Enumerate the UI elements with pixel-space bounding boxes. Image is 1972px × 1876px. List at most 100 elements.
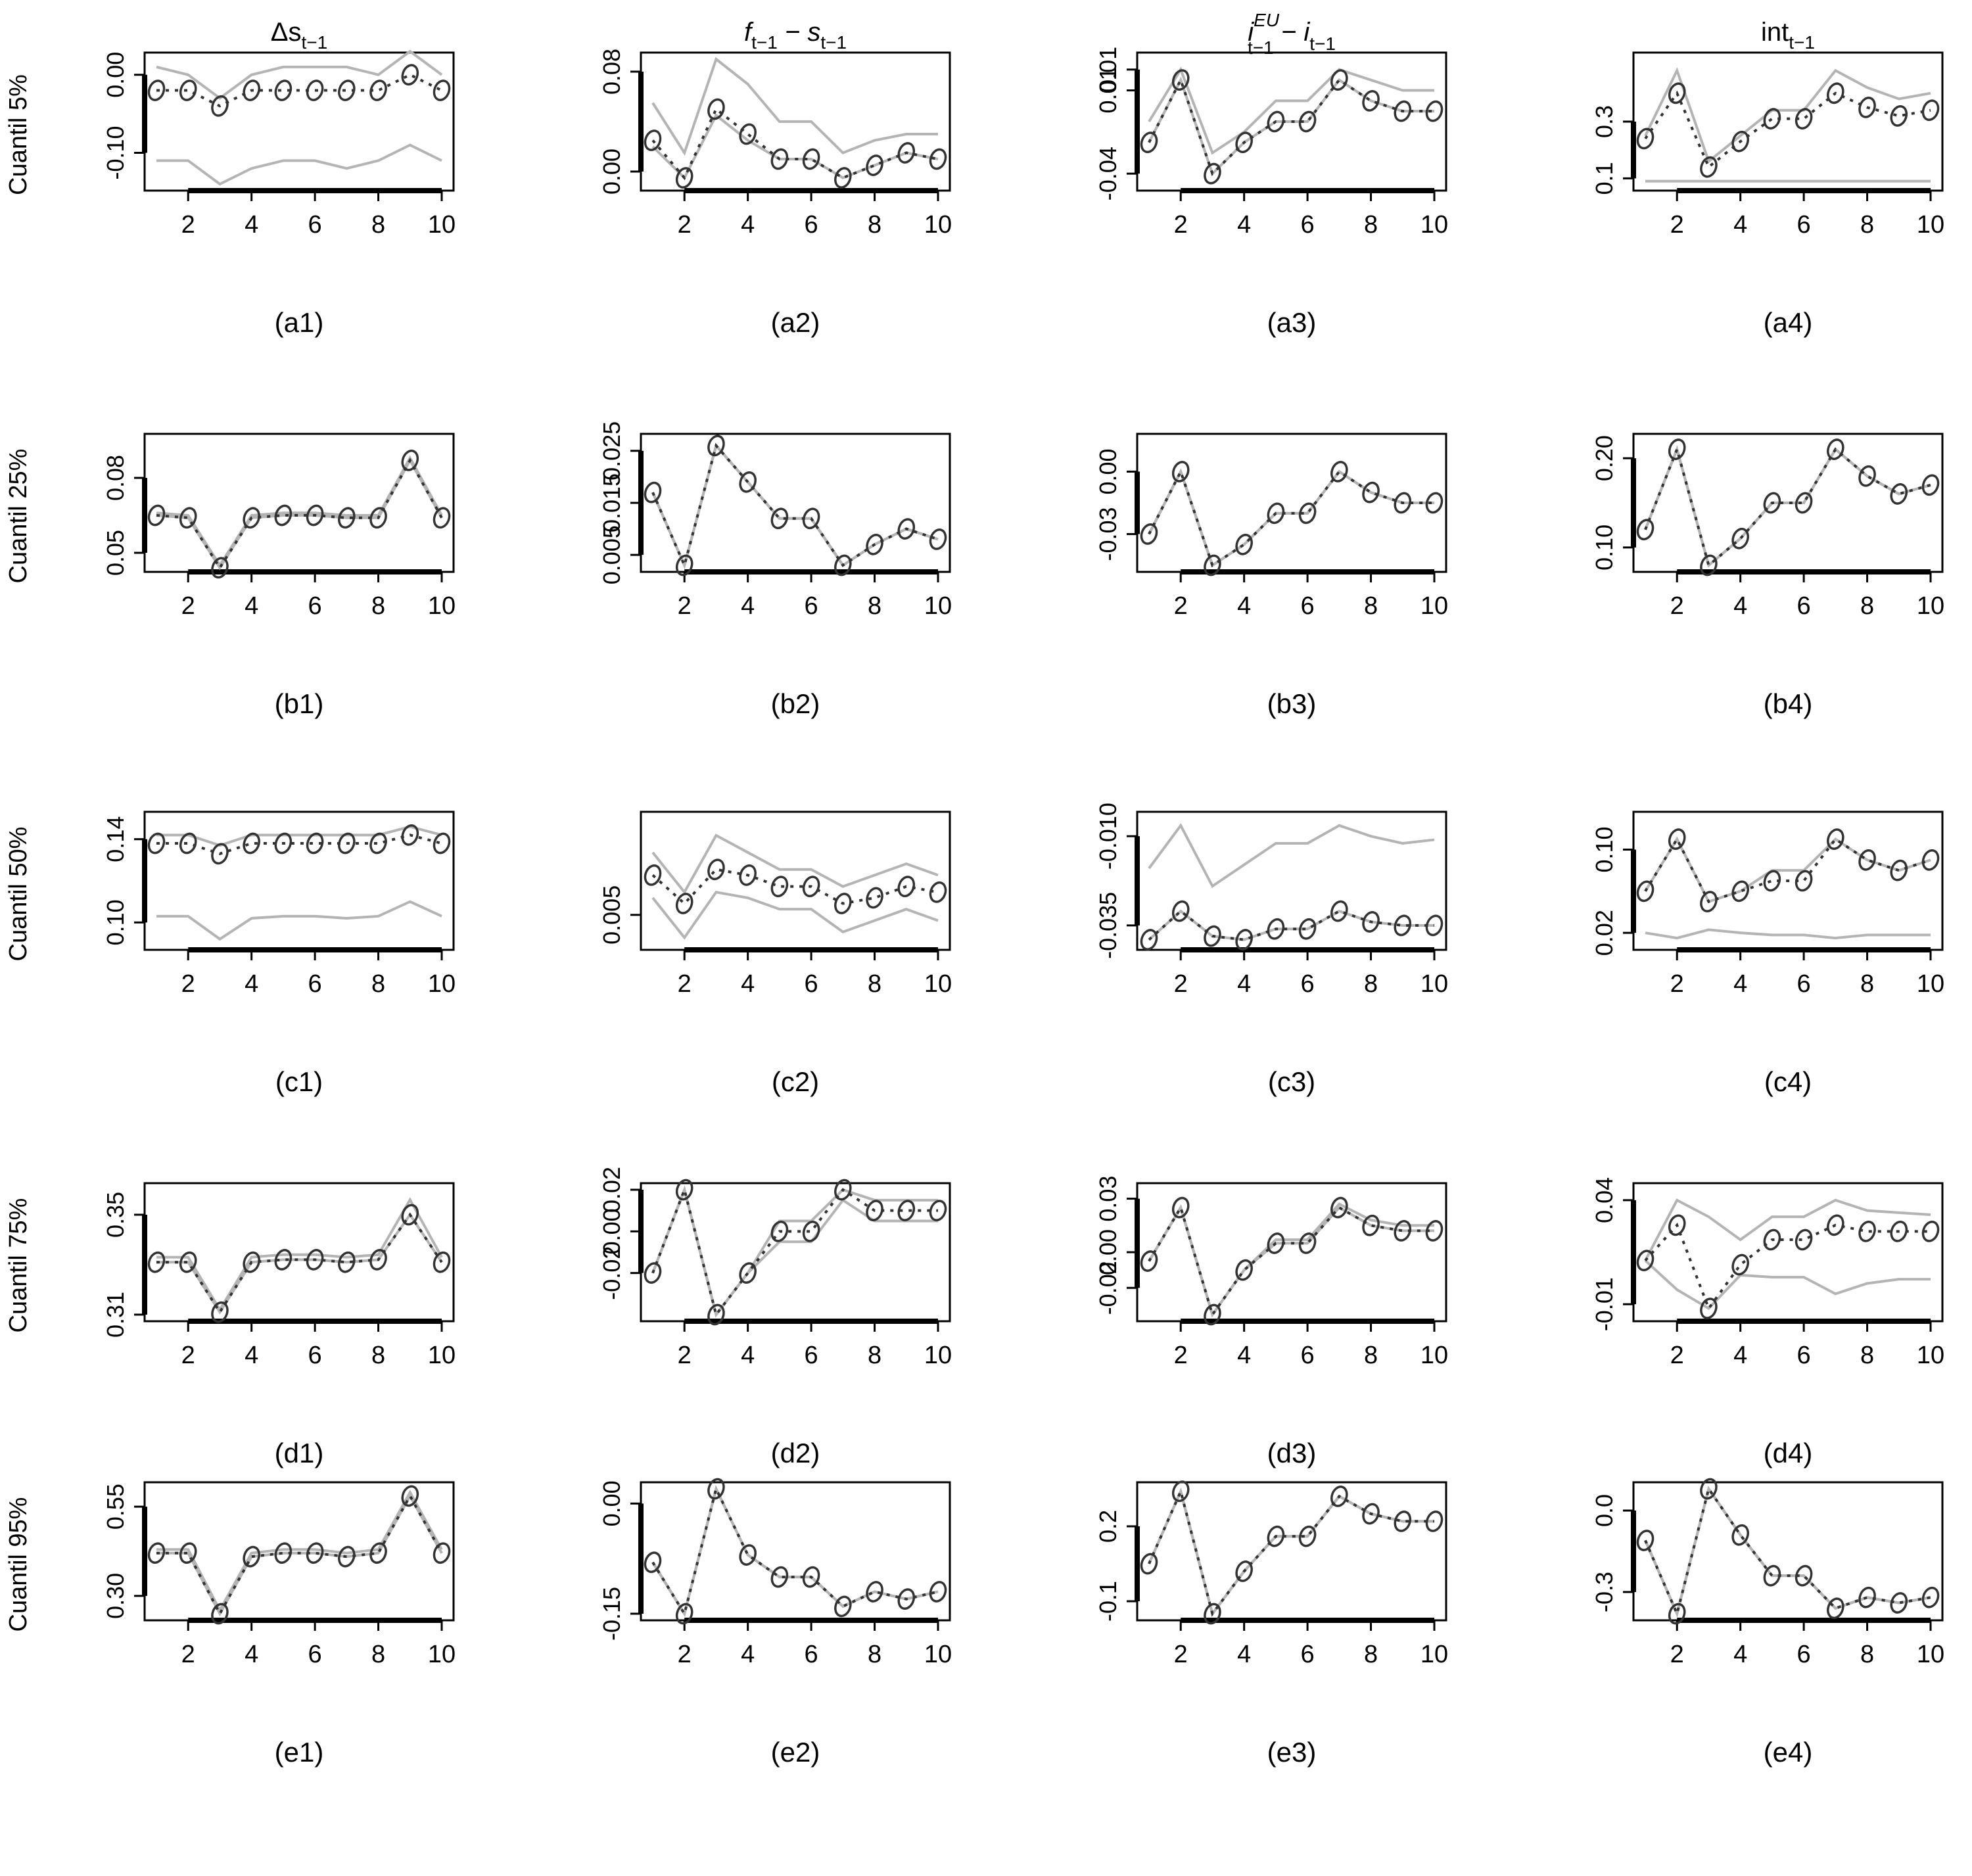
lower-band-line: [156, 143, 442, 186]
estimate-point: [1890, 105, 1908, 127]
lower-band-line: [1645, 928, 1931, 940]
x-tick-label: 4: [245, 1641, 258, 1668]
upper-band-line: [651, 833, 939, 895]
panel-a3: 2 4 6 8 10 -0.04 0.010.01 (a3): [1094, 47, 1448, 338]
y-tick-label: 0.015: [598, 473, 625, 532]
estimate-point: [929, 148, 947, 170]
estimate-point: [211, 843, 229, 865]
column-header-1: Δst−1: [271, 18, 327, 53]
estimate-point: [1827, 1214, 1844, 1236]
estimate-point: [1763, 1229, 1781, 1251]
x-tick-label: 8: [1860, 592, 1874, 620]
upper-band-line: [156, 49, 443, 100]
lower-band-line: [1644, 1486, 1931, 1618]
y-tick-label: 0.55: [102, 1484, 129, 1530]
y-tick-label: -0.03: [1094, 507, 1121, 561]
panel-e3: 2 4 6 8 10 -0.1 0.2 (e3): [1094, 1480, 1448, 1768]
lower-band-line: [1644, 1259, 1931, 1311]
estimate-point: [1731, 880, 1749, 903]
row-label-5: Cuantil 95%: [5, 1497, 32, 1632]
estimate-point: [338, 507, 356, 529]
estimate-point: [897, 142, 916, 164]
y-tick-label: 0.05: [102, 530, 129, 576]
y-tick-label: 0.2: [1094, 1510, 1121, 1543]
x-tick-label: 4: [245, 1342, 258, 1369]
x-tick-label: 4: [741, 1641, 755, 1668]
estimate-point: [1298, 1232, 1317, 1254]
y-tick-label: 0.14: [102, 816, 129, 862]
estimate-point: [1795, 1564, 1813, 1587]
estimate-point: [1636, 128, 1655, 150]
estimate-point: [707, 1303, 725, 1326]
estimate-point: [147, 80, 166, 101]
x-tick-label: 10: [1917, 1342, 1944, 1369]
estimate-point: [369, 80, 387, 101]
estimate-point: [369, 832, 387, 855]
x-tick-label: 2: [1670, 211, 1684, 239]
panel-label: (d1): [275, 1438, 324, 1468]
estimate-point: [675, 1603, 693, 1625]
row-labels: Cuantil 5% Cuantil 25% Cuantil 50% Cuantil …: [5, 74, 32, 1631]
estimate-line: [156, 1212, 443, 1315]
x-tick-label: 10: [1917, 211, 1944, 239]
x-tick-label: 4: [1733, 592, 1747, 620]
estimate-point: [1394, 1220, 1412, 1242]
estimate-point: [1171, 900, 1190, 922]
estimate-point: [929, 528, 947, 550]
y-tick-label: 0.00: [102, 52, 129, 98]
estimate-point: [1795, 1229, 1813, 1251]
x-tick-label: 6: [308, 592, 322, 620]
estimate-point: [802, 1566, 820, 1588]
upper-band-line: [651, 1485, 939, 1618]
y-tick-label: 0.005: [598, 525, 625, 584]
estimate-point: [274, 1249, 293, 1271]
upper-band-line: [156, 1489, 443, 1613]
panel-label: (e4): [1764, 1737, 1813, 1768]
x-tick-label: 2: [1670, 970, 1684, 998]
y-tick-label: 0.10: [102, 899, 129, 945]
estimate-point: [1171, 69, 1190, 91]
estimate-point: [1827, 82, 1844, 105]
x-tick-label: 6: [1301, 970, 1315, 998]
estimate-point: [1921, 99, 1940, 122]
x-tick-label: 8: [371, 970, 385, 998]
upper-band-line: [651, 1185, 938, 1318]
panel-label: (b4): [1764, 688, 1813, 719]
y-tick-label: 0.025: [598, 421, 625, 481]
estimate-point: [401, 1485, 419, 1507]
x-tick-label: 4: [741, 970, 755, 998]
plot-frame: [143, 810, 455, 951]
estimate-point: [802, 507, 820, 530]
estimate-point: [1140, 1250, 1158, 1272]
panel-label: (b1): [275, 688, 324, 719]
panel-label: (a2): [771, 307, 820, 338]
y-tick-label: -0.3: [1591, 1572, 1618, 1612]
estimate-point: [1394, 492, 1412, 514]
estimate-point: [179, 507, 197, 529]
estimate-point: [675, 893, 693, 914]
estimate-point: [897, 518, 916, 540]
estimate-line: [1148, 1487, 1434, 1617]
estimate-point: [1394, 1511, 1412, 1532]
x-tick-label: 6: [1797, 1641, 1811, 1668]
x-tick-label: 8: [868, 1641, 881, 1668]
x-tick-label: 6: [308, 970, 322, 998]
x-tick-label: 8: [868, 1342, 881, 1369]
y-tick-label: 0.08: [102, 455, 129, 501]
estimate-point: [211, 1301, 229, 1323]
estimate-point: [1731, 1254, 1749, 1276]
x-tick-label: 6: [805, 970, 818, 998]
estimate-point: [211, 557, 229, 579]
estimate-point: [1668, 82, 1686, 105]
x-tick-label: 10: [924, 592, 952, 620]
estimate-point: [1921, 1586, 1940, 1608]
x-tick-label: 10: [1917, 970, 1944, 998]
plot-frame: [143, 51, 455, 192]
estimate-point: [1668, 438, 1686, 460]
x-tick-label: 4: [245, 592, 258, 620]
panel-label: (a1): [275, 307, 324, 338]
y-tick-label: -0.15: [598, 1587, 625, 1641]
x-tick-label: 2: [1174, 592, 1188, 620]
estimate-point: [1235, 131, 1253, 154]
column-header-2: ft−1 − st−1: [744, 18, 847, 53]
